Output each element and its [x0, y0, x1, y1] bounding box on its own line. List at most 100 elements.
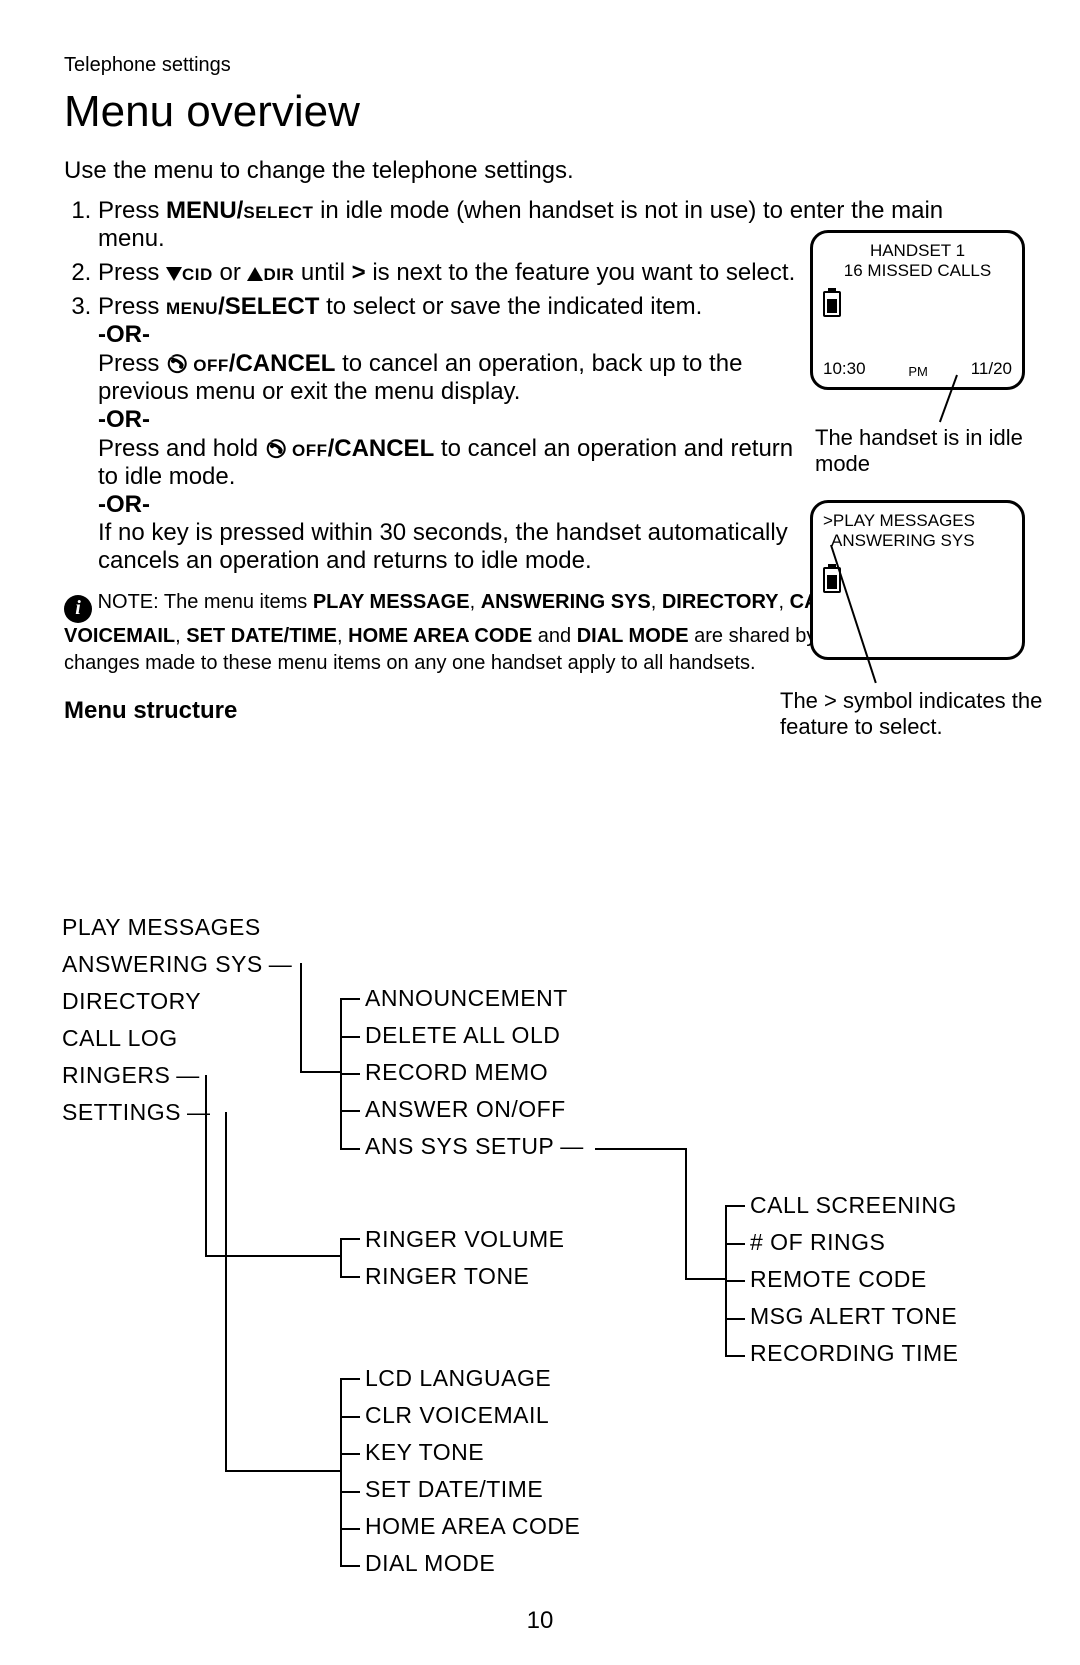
menu-item: # OF RINGS [750, 1229, 958, 1256]
t: dir [263, 259, 294, 286]
tree-col1: PLAY MESSAGES ANSWERING SYS— DIRECTORY C… [62, 914, 292, 1126]
t: If no key is pressed within 30 seconds, … [98, 519, 788, 574]
t: is next to the feature you want to selec… [366, 259, 796, 286]
menu-item: MSG ALERT TONE [750, 1303, 958, 1330]
menu-item: SET DATE/TIME [365, 1476, 580, 1503]
section-label: Telephone settings [64, 54, 1016, 77]
hs-time: 10:30 [823, 359, 866, 379]
hs-line: ANSWERING SYS [823, 531, 1012, 551]
menu-item: DIRECTORY [62, 988, 292, 1015]
menu-item: DIAL MODE [365, 1550, 580, 1577]
or-label: -OR- [98, 491, 150, 518]
menu-item: RINGER TONE [365, 1263, 564, 1290]
menu-item: SETTINGS [62, 1099, 181, 1125]
t: /CANCEL [328, 435, 435, 462]
up-arrow-icon [247, 267, 263, 281]
t: off [186, 350, 229, 377]
connector [725, 1243, 745, 1245]
connector [340, 1416, 360, 1418]
t: The menu items [164, 591, 313, 613]
battery-icon [823, 291, 841, 317]
menu-item: LCD LANGUAGE [365, 1365, 580, 1392]
t: NOTE: [98, 591, 159, 613]
connector [725, 1318, 745, 1320]
t: or [213, 259, 248, 286]
or-label: -OR- [98, 406, 150, 433]
connector [685, 1148, 687, 1280]
menu-caption: The > symbol indicates the feature to se… [780, 688, 1050, 740]
menu-item: KEY TONE [365, 1439, 580, 1466]
menu-item: CALL SCREENING [750, 1192, 958, 1219]
connector [340, 1453, 360, 1455]
t: /CANCEL [229, 350, 336, 377]
t: PLAY MESSAGE [313, 591, 470, 613]
info-icon: i [64, 595, 92, 623]
t: menu [166, 293, 218, 320]
hs-line: 16 MISSED CALLS [823, 261, 1012, 281]
t: Press [98, 350, 166, 377]
tree-col2c: LCD LANGUAGE CLR VOICEMAIL KEY TONE SET … [365, 1365, 580, 1577]
menu-item: PLAY MESSAGES [62, 914, 292, 941]
tree-col3: CALL SCREENING # OF RINGS REMOTE CODE MS… [750, 1192, 958, 1367]
connector [340, 1073, 360, 1075]
t: and [532, 625, 576, 647]
connector [340, 1565, 360, 1567]
t: DIAL MODE [577, 625, 689, 647]
step-3: Press menu/SELECT to select or save the … [98, 293, 818, 575]
t: MENU/ [166, 197, 243, 224]
or-label: -OR- [98, 321, 150, 348]
t: /SELECT [218, 293, 319, 320]
t: to select or save the indicated item. [319, 293, 702, 320]
menu-item: ANSWER ON/OFF [365, 1096, 584, 1123]
connector [300, 1071, 340, 1073]
connector [725, 1280, 745, 1282]
manual-page: Telephone settings Menu overview Use the… [0, 0, 1080, 1665]
t: > [352, 259, 366, 286]
menu-item: CALL LOG [62, 1025, 292, 1052]
idle-caption: The handset is in idle mode [815, 425, 1035, 477]
connector [340, 1528, 360, 1530]
t: off [285, 435, 328, 462]
connector [725, 1355, 745, 1357]
page-title: Menu overview [64, 87, 1016, 137]
connector [340, 1276, 360, 1278]
page-number: 10 [0, 1607, 1080, 1635]
connector [300, 963, 302, 1073]
hs-date: 11/20 [971, 359, 1012, 379]
t: Press [98, 293, 166, 320]
menu-item: ANSWERING SYS [62, 951, 263, 977]
connector [725, 1205, 745, 1207]
connector [340, 1036, 360, 1038]
connector [225, 1470, 340, 1472]
t: until [294, 259, 351, 286]
connector [595, 1148, 685, 1150]
connector [340, 1378, 360, 1380]
connector [340, 998, 360, 1000]
connector [225, 1112, 227, 1472]
menu-item: RINGER VOLUME [365, 1226, 564, 1253]
connector [340, 1148, 360, 1150]
menu-item: REMOTE CODE [750, 1266, 958, 1293]
t: cid [182, 259, 213, 286]
t: Press [98, 259, 166, 286]
menu-item: RINGERS [62, 1062, 170, 1088]
hs-pm: PM [908, 364, 928, 379]
menu-item: ANS SYS SETUP [365, 1133, 554, 1159]
connector [340, 1110, 360, 1112]
menu-item: HOME AREA CODE [365, 1513, 580, 1540]
hs-line: HANDSET 1 [823, 241, 1012, 261]
t: DIRECTORY [662, 591, 779, 613]
menu-item: ANNOUNCEMENT [365, 985, 584, 1012]
t: HOME AREA CODE [348, 625, 532, 647]
tree-col2a: ANNOUNCEMENT DELETE ALL OLD RECORD MEMO … [365, 985, 584, 1160]
step-2: Press cid or dir until > is next to the … [98, 259, 798, 287]
t: ANSWERING SYS [481, 591, 651, 613]
connector [340, 1491, 360, 1493]
t: SET DATE/TIME [186, 625, 337, 647]
t: select [243, 197, 313, 224]
connector [685, 1278, 725, 1280]
connector [340, 1238, 342, 1278]
intro-text: Use the menu to change the telephone set… [64, 157, 1016, 185]
handset-screen-idle: HANDSET 1 16 MISSED CALLS 10:30 PM 11/20 [810, 230, 1025, 390]
menu-item: RECORD MEMO [365, 1059, 584, 1086]
